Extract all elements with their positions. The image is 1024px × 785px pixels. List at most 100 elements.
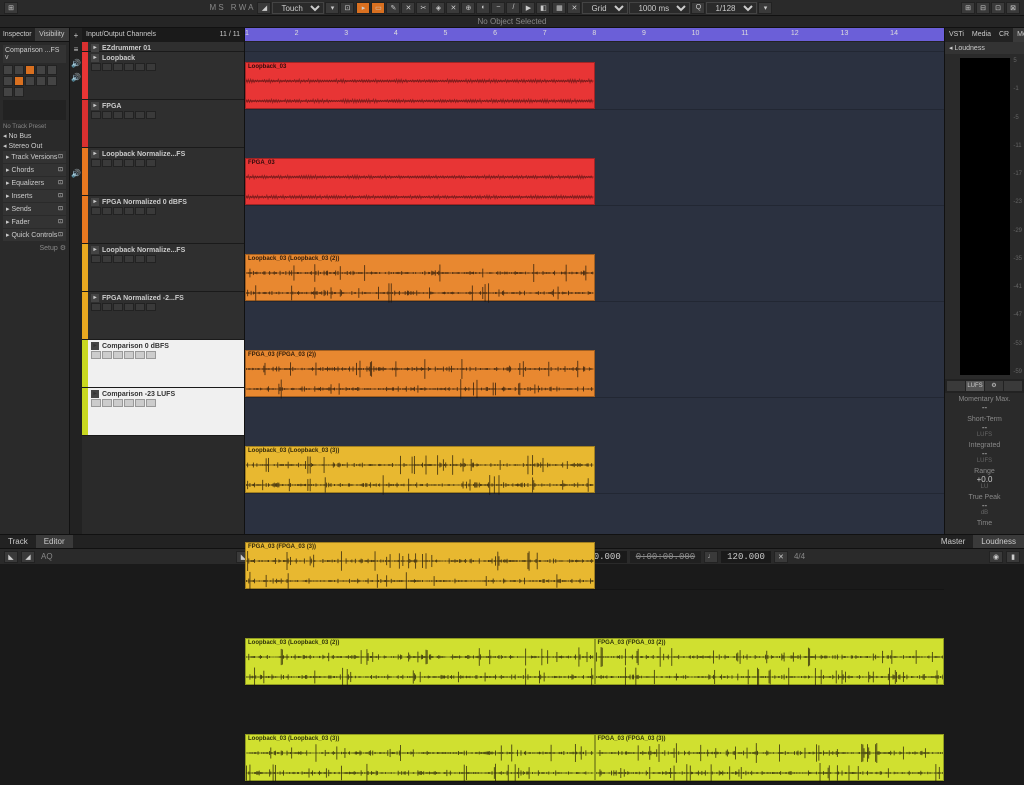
insp-btn[interactable] (14, 87, 24, 97)
expand-icon[interactable]: ▸ (91, 246, 99, 254)
mute-btn[interactable] (91, 111, 101, 119)
track-row[interactable]: ▸ FPGA Normalized -2...FS (82, 292, 244, 340)
read-btn[interactable] (135, 207, 145, 215)
mute-btn[interactable] (91, 63, 101, 71)
read-btn[interactable] (135, 63, 145, 71)
secondary-time[interactable]: 0:00:00.000 (630, 551, 701, 563)
tool-mute[interactable]: ✕ (446, 2, 460, 14)
editor-tab[interactable]: Editor (36, 535, 73, 548)
ruler[interactable]: 1234567891011121314 (245, 28, 944, 42)
mute-btn[interactable] (91, 207, 101, 215)
insp-btn[interactable] (14, 65, 24, 75)
mon-btn[interactable] (124, 63, 134, 71)
rec-btn[interactable] (113, 351, 123, 359)
write-btn[interactable] (146, 207, 156, 215)
tool-split[interactable]: ✂ (416, 2, 430, 14)
audio-clip[interactable]: FPGA_03 (245, 158, 595, 205)
window-btn-4[interactable]: ⊠ (1006, 2, 1020, 14)
zoom-select[interactable]: 1/128 (706, 2, 757, 14)
mon-btn[interactable] (124, 111, 134, 119)
insp-btn[interactable] (36, 65, 46, 75)
expand-icon[interactable]: ▸ (91, 102, 99, 110)
track-row[interactable]: ▸ Loopback Normalize...FS (82, 148, 244, 196)
mon-btn[interactable] (124, 351, 134, 359)
tool-play[interactable]: ▶ (521, 2, 535, 14)
punch-in-btn[interactable]: ◣ (4, 551, 18, 563)
tool-comp[interactable]: ◐ (476, 2, 490, 14)
insp-btn[interactable] (47, 65, 57, 75)
window-btn-1[interactable]: ⊞ (961, 2, 975, 14)
audio-clip[interactable]: FPGA_03 (FPGA_03 (3)) (245, 542, 595, 589)
inspector-section[interactable]: ▸ Chords⊡ (3, 164, 66, 176)
stereo-out[interactable]: ◂ Stereo Out (3, 141, 66, 151)
insp-btn[interactable] (36, 76, 46, 86)
audio-clip[interactable]: FPGA_03 (FPGA_03 (2)) (245, 350, 595, 397)
solo-btn[interactable] (102, 351, 112, 359)
audio-clip[interactable]: Loopback_03 (245, 62, 595, 109)
sep-btn-1[interactable]: ▾ (325, 2, 339, 14)
tool-color[interactable]: ◧ (536, 2, 550, 14)
automation-mode-select[interactable]: Touch (272, 2, 324, 14)
rec-btn[interactable] (113, 255, 123, 263)
inspector-section[interactable]: ▸ Fader⊡ (3, 216, 66, 228)
track-row[interactable]: ▸ FPGA Normalized 0 dBFS (82, 196, 244, 244)
mute-btn[interactable] (91, 399, 101, 407)
mon-btn[interactable] (124, 255, 134, 263)
insp-btn[interactable] (25, 76, 35, 86)
rec-btn[interactable] (113, 399, 123, 407)
meter-tab[interactable]: Meter (1013, 28, 1024, 42)
loudness-ctrl-btn[interactable]: ⚙ (985, 381, 1003, 391)
track-tab[interactable]: Track (0, 535, 36, 548)
track-row[interactable]: ▸ Comparison 0 dBFS (82, 340, 244, 388)
insp-btn[interactable] (3, 87, 13, 97)
tool-draw[interactable]: ✎ (386, 2, 400, 14)
click-btn[interactable]: ◉ (989, 551, 1003, 563)
expand-icon[interactable]: ▸ (91, 294, 99, 302)
vsti-tab[interactable]: VSTi (945, 28, 968, 42)
track-type-icon[interactable]: 🔊 (70, 70, 82, 84)
quantize-select[interactable]: 1000 ms (629, 2, 690, 14)
rec-btn[interactable] (113, 303, 123, 311)
solo-btn[interactable] (102, 111, 112, 119)
insp-btn[interactable] (47, 76, 57, 86)
snap-toggle[interactable]: ▦ (552, 2, 566, 14)
tool-warp[interactable]: ~ (491, 2, 505, 14)
snap-type-select[interactable]: Grid (582, 2, 628, 14)
solo-btn[interactable] (102, 399, 112, 407)
timeline[interactable]: 1234567891011121314 Loopback_03 FPGA_03 … (245, 28, 944, 534)
tool-glue[interactable]: ◈ (431, 2, 445, 14)
audio-clip[interactable]: Loopback_03 (Loopback_03 (2)) (245, 638, 595, 685)
expand-icon[interactable]: ▸ (91, 342, 99, 350)
rec-btn[interactable] (113, 111, 123, 119)
track-row[interactable]: ▸ Loopback (82, 52, 244, 100)
visibility-tab[interactable]: Visibility (35, 28, 70, 41)
track-type-icon[interactable]: 🔊 (70, 56, 82, 70)
zoom-apply[interactable]: ▾ (758, 2, 772, 14)
constrain-btn[interactable]: ⊞ (4, 2, 18, 14)
write-btn[interactable] (146, 351, 156, 359)
track-row[interactable]: ▸ EZdrummer 01 (82, 42, 244, 52)
solo-btn[interactable] (102, 63, 112, 71)
audio-clip[interactable]: Loopback_03 (Loopback_03 (2)) (245, 254, 595, 301)
loudness-ctrl-btn[interactable]: LUFS (966, 381, 984, 391)
punch-out-btn[interactable]: ◢ (21, 551, 35, 563)
q-apply[interactable]: Q (691, 2, 705, 14)
expand-icon[interactable]: ▸ (91, 54, 99, 62)
read-btn[interactable] (135, 255, 145, 263)
read-btn[interactable] (135, 351, 145, 359)
rec-btn[interactable] (113, 63, 123, 71)
mon-btn[interactable] (124, 159, 134, 167)
insp-btn[interactable] (14, 76, 24, 86)
track-row[interactable]: ▸ Comparison -23 LUFS (82, 388, 244, 436)
mon-btn[interactable] (124, 399, 134, 407)
solo-btn[interactable] (102, 159, 112, 167)
read-btn[interactable] (135, 399, 145, 407)
track-row[interactable]: ▸ FPGA (82, 100, 244, 148)
mute-btn[interactable] (91, 159, 101, 167)
read-btn[interactable] (135, 111, 145, 119)
expand-icon[interactable]: ▸ (91, 390, 99, 398)
audio-clip[interactable]: FPGA_03 (FPGA_03 (3)) (595, 734, 945, 781)
rec-btn[interactable] (113, 159, 123, 167)
volume-fader[interactable] (3, 100, 66, 120)
write-btn[interactable] (146, 63, 156, 71)
